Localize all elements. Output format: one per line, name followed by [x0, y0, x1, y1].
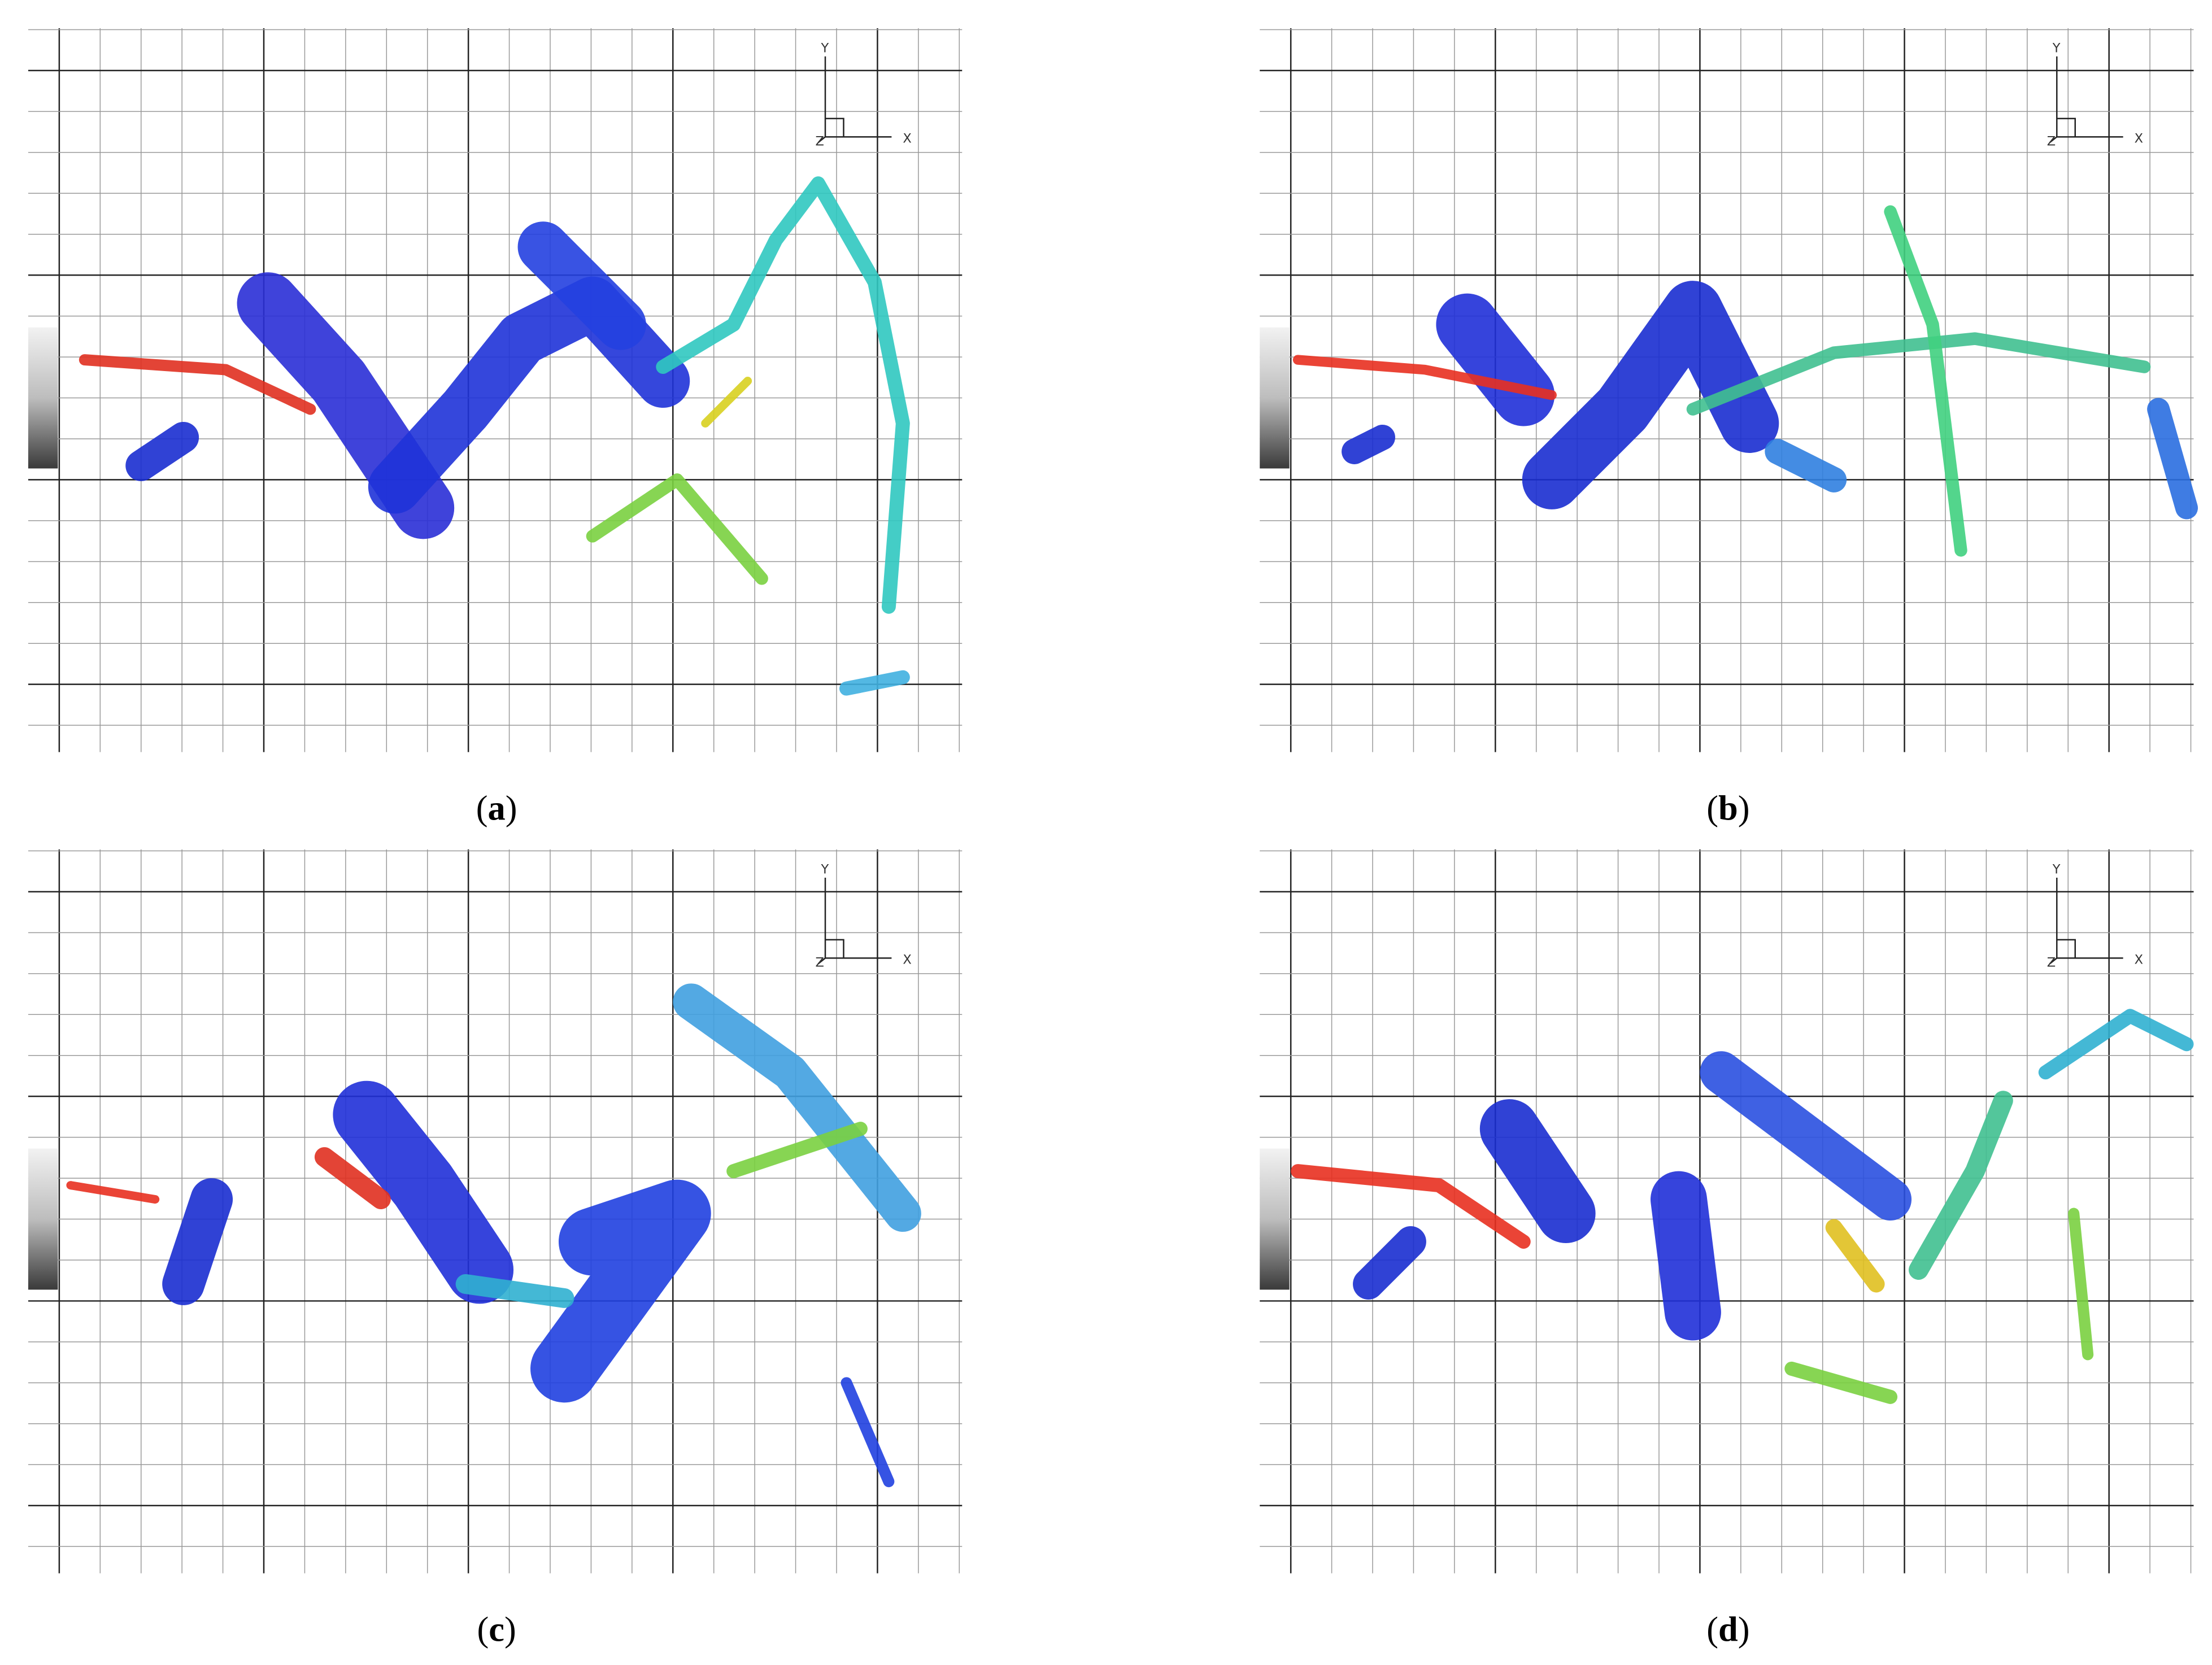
caption-part: ): [504, 1610, 516, 1649]
caption-part: d: [1718, 1610, 1738, 1649]
cylinder: [28, 1148, 58, 1290]
vortex-structure: [517, 221, 646, 350]
caption-part: (: [1706, 1610, 1718, 1649]
caption-part: (: [1706, 788, 1718, 828]
panel-caption: (d): [1706, 1610, 1749, 1649]
panel-caption: (b): [1706, 788, 1749, 828]
axis-triad: [817, 877, 892, 965]
caption-part: ): [1738, 788, 1750, 828]
vortex-structure: [839, 670, 910, 696]
vortex-structure: [656, 176, 910, 614]
vortex-structure: [1825, 1219, 1885, 1293]
caption-part: (: [476, 788, 488, 828]
caption-part: a: [487, 788, 505, 828]
caption-part: b: [1718, 788, 1738, 828]
vortex-structure: [1909, 1091, 2013, 1280]
vortex-structure: [673, 983, 921, 1232]
axis-triad: [2049, 877, 2123, 965]
vortex-structure: [2068, 1208, 2094, 1361]
vortex-structure: [1292, 355, 1557, 400]
cylinder: [1260, 327, 1290, 469]
axis-label-x: X: [903, 131, 911, 146]
axis-label-y: Y: [821, 862, 829, 877]
axis-label-z: Z: [816, 134, 824, 149]
vortex-structure: [1342, 424, 1395, 464]
vortex-structure: [162, 1178, 233, 1305]
vortex-structure: [841, 1377, 895, 1488]
caption-part: ): [506, 788, 517, 828]
vortex-structure: [1686, 332, 2151, 416]
vortex-structure: [586, 473, 768, 585]
caption-part: (: [477, 1610, 489, 1649]
panel: Y X Z (b): [1260, 28, 2198, 828]
vortex-structure: [1700, 1051, 1912, 1221]
vortex-structure: [66, 1181, 160, 1204]
caption-part: c: [489, 1610, 504, 1649]
axis-triad: [817, 56, 892, 143]
cylinder: [1260, 1148, 1290, 1290]
cylinder: [28, 327, 58, 469]
panel: Y X Z (a): [28, 28, 963, 828]
vortex-structure: [1784, 1361, 1898, 1404]
axis-label-y: Y: [2052, 862, 2061, 877]
axis-label-z: Z: [816, 955, 824, 970]
vortex-structure: [701, 377, 752, 428]
axis-label-y: Y: [2052, 41, 2061, 55]
axis-label-y: Y: [821, 41, 829, 55]
vortex-structure: [79, 354, 316, 415]
vortex-structure: [726, 1122, 868, 1179]
axis-label-z: Z: [2047, 134, 2056, 149]
vortex-structure: [314, 1147, 391, 1210]
axis-label-x: X: [2135, 952, 2143, 967]
panel-caption: (a): [476, 788, 517, 828]
vortex-structure: [1353, 1226, 1426, 1300]
vortex-structure: [1884, 205, 1967, 557]
vortex-structure: [455, 1274, 574, 1308]
panel: Y X Z (d): [1260, 849, 2194, 1649]
vortex-structure: [1479, 1099, 1596, 1244]
panel-caption: (c): [477, 1610, 516, 1649]
caption-part: ): [1738, 1610, 1750, 1649]
panel: Y X Z (c): [28, 849, 963, 1649]
vortex-structure: [1522, 281, 1779, 509]
vortex-structure: [1291, 1164, 1531, 1249]
vortex-structure: [530, 1179, 711, 1403]
vortex-structure: [125, 421, 199, 481]
vortex-structure: [333, 1080, 514, 1304]
vortex-structure: [2038, 1009, 2194, 1080]
axis-triad: [2049, 56, 2123, 143]
vortex-structure: [1765, 438, 1847, 492]
vortex-structure: [2147, 398, 2198, 520]
vortex-structure: [1651, 1171, 1721, 1341]
axis-label-z: Z: [2047, 955, 2056, 970]
axis-label-x: X: [903, 952, 911, 967]
axis-label-x: X: [2135, 131, 2143, 146]
